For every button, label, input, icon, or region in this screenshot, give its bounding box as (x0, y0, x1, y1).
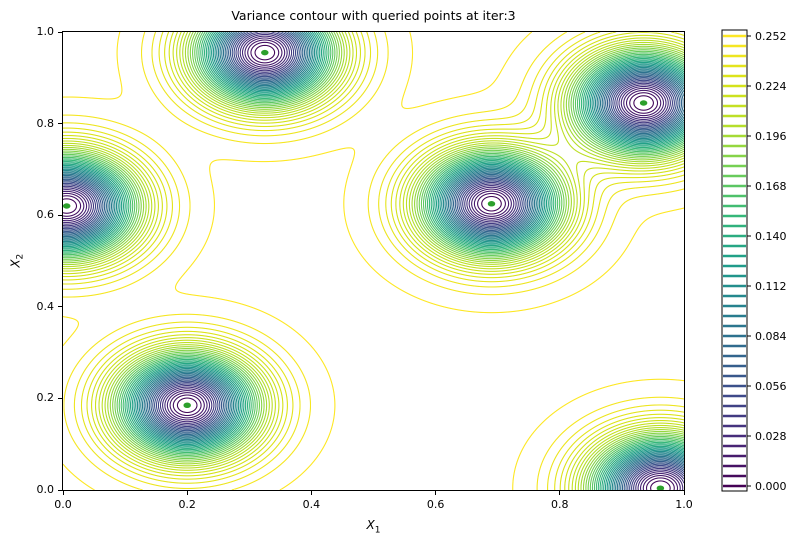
colorbar-tick-label: 0.112 (755, 280, 787, 293)
colorbar-tick-label: 0.056 (755, 380, 787, 393)
colorbar: 0.000 0.028 0.056 0.084 0.112 0.140 0.168 0.196… (721, 29, 787, 493)
colorbar-tick-label: 0.140 (755, 230, 787, 243)
x-tick-mark (435, 491, 437, 495)
x-axis-label-symbol: X (366, 518, 375, 532)
x-tick-mark (310, 491, 312, 495)
y-tick-label: 1.0 (36, 25, 55, 38)
y-tick-mark (58, 31, 62, 33)
x-axis-label: X1 (63, 518, 684, 535)
plot-area (62, 31, 685, 491)
colorbar-tick-label: 0.084 (755, 330, 787, 343)
y-axis-label: X2 (8, 246, 25, 276)
x-tick-label: 0.6 (426, 498, 445, 511)
y-tick-mark (58, 489, 62, 491)
chart-title: Variance contour with queried points at … (231, 8, 516, 23)
x-tick-label: 1.0 (675, 498, 693, 511)
x-tick-mark (683, 491, 685, 495)
y-axis-label-symbol: X (8, 259, 23, 268)
colorbar-tick-label: 0.252 (755, 30, 787, 43)
colorbar-tick-label: 0.168 (755, 180, 787, 193)
colorbar-tick-label: 0.028 (755, 430, 787, 443)
y-tick-label: 0.0 (36, 483, 55, 496)
colorbar-tick-label: 0.224 (755, 80, 787, 93)
colorbar-outline (721, 29, 748, 492)
y-tick-mark (58, 123, 62, 125)
y-axis-label-subscript: 2 (15, 253, 26, 260)
y-tick-mark (58, 397, 62, 399)
colorbar-tick-label: 0.196 (755, 130, 787, 143)
x-tick-label: 0.0 (54, 498, 72, 511)
y-tick-label: 0.6 (36, 208, 55, 222)
contour-canvas (63, 32, 684, 490)
y-tick-mark (58, 214, 62, 216)
colorbar-tick-label: 0.000 (755, 480, 787, 493)
x-tick-label: 0.2 (178, 498, 196, 511)
y-tick-label: 0.8 (36, 116, 55, 130)
y-tick-label: 0.2 (36, 391, 55, 405)
y-tick-mark (58, 306, 62, 308)
x-tick-label: 0.8 (551, 498, 569, 511)
x-tick-label: 0.4 (302, 498, 321, 511)
x-axis-label-subscript: 1 (374, 525, 381, 536)
x-tick-mark (559, 491, 561, 495)
x-tick-mark (186, 491, 188, 495)
x-tick-mark (62, 491, 64, 495)
y-tick-label: 0.4 (36, 299, 55, 313)
